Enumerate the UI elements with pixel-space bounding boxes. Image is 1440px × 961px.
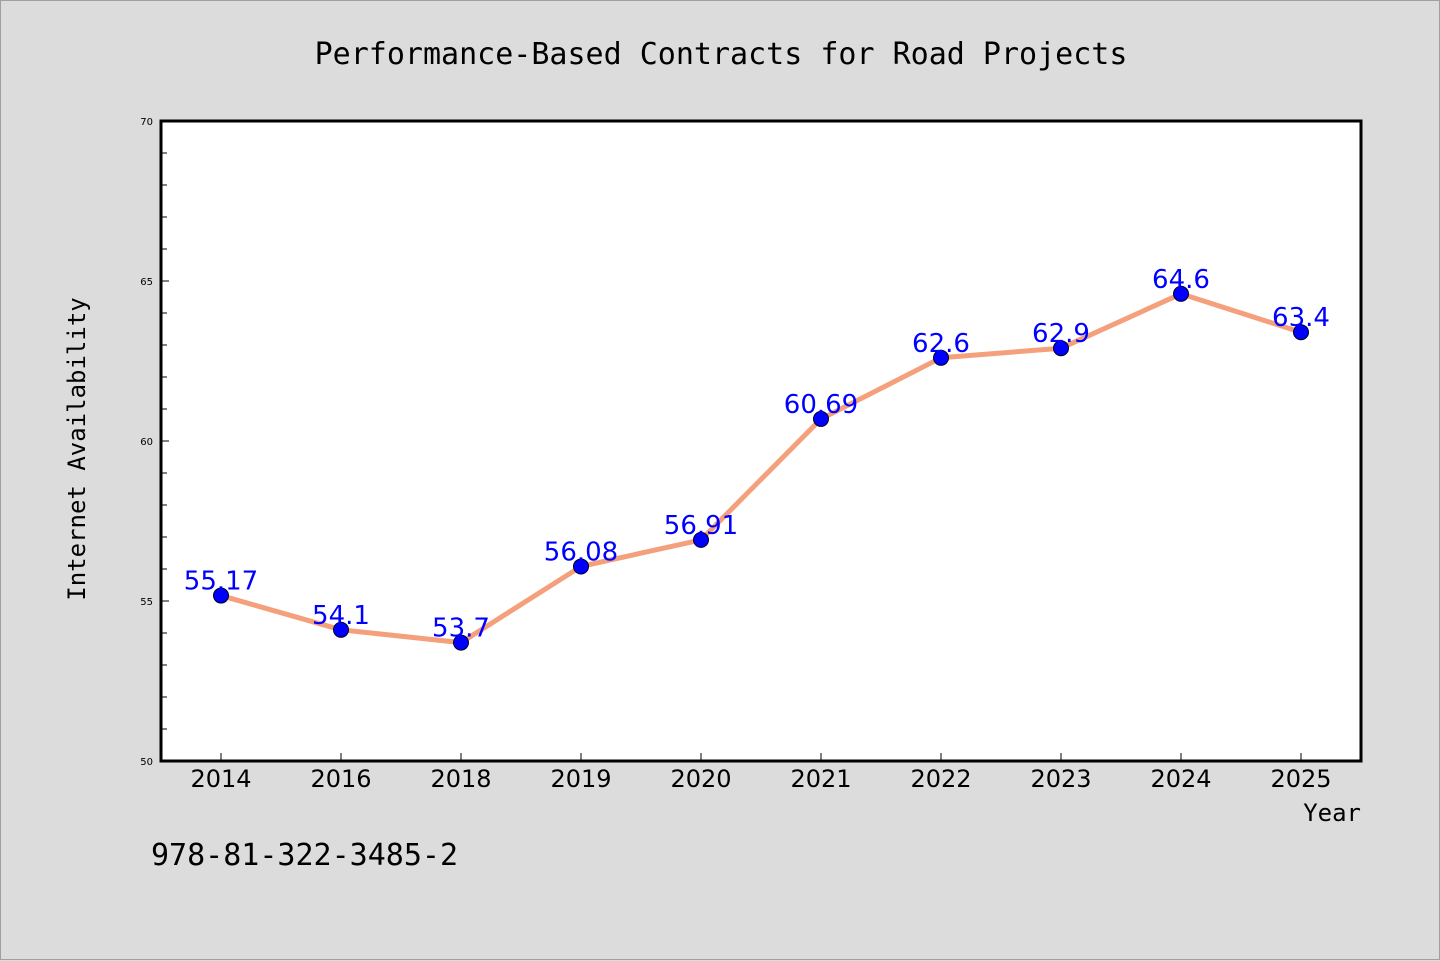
chart-title: Performance-Based Contracts for Road Pro…: [315, 37, 1128, 72]
x-tick-label: 2021: [790, 765, 851, 793]
data-point: [1053, 340, 1069, 357]
x-tick-label: 2025: [1270, 765, 1331, 793]
data-point: [813, 410, 829, 427]
x-tick-label: 2018: [430, 765, 491, 793]
x-tick-label: 2019: [550, 765, 611, 793]
series-line: [218, 291, 1304, 646]
data-label: 60.69: [784, 390, 858, 420]
data-point: [453, 634, 469, 651]
y-tick-label: 65: [140, 277, 153, 288]
data-label: 64.6: [1152, 265, 1210, 295]
x-tick-label: 2023: [1030, 765, 1091, 793]
data-point: [573, 558, 589, 575]
data-point: [1293, 324, 1309, 341]
x-tick-label: 2024: [1150, 765, 1211, 793]
data-labels: 55.17 54.1 53.7 56.08 56.91 60.69 62.6 62.9 64.6…: [184, 265, 1330, 644]
data-point: [333, 621, 349, 638]
x-tick-label: 2014: [190, 765, 251, 793]
y-axis-label: Internet Availability: [63, 297, 91, 600]
data-label: 62.9: [1032, 319, 1090, 349]
series-group: [213, 285, 1309, 651]
x-tick-label: 2016: [310, 765, 371, 793]
x-tick-label: 2022: [910, 765, 971, 793]
y-tick-label: 50: [140, 757, 153, 768]
data-label: 54.1: [312, 601, 370, 631]
data-point: [693, 531, 709, 548]
data-label: 53.7: [432, 614, 490, 644]
data-label: 63.4: [1272, 303, 1330, 333]
data-point: [1173, 285, 1189, 302]
y-axis: 50 55 60 65 70: [140, 117, 169, 768]
plot-area: [159, 119, 1363, 763]
data-label: 62.6: [912, 329, 970, 359]
x-tick-label: 2020: [670, 765, 731, 793]
data-label: 56.91: [664, 511, 738, 541]
y-tick-label: 70: [140, 117, 153, 128]
y-tick-label: 55: [140, 597, 153, 608]
data-label: 56.08: [544, 537, 618, 567]
data-point: [213, 587, 229, 604]
x-axis-label: Year: [1303, 799, 1361, 827]
data-point: [933, 349, 949, 366]
x-axis: 2014 2016 2018 2019 2020 2021 2022 2023 2024 2025: [190, 753, 1332, 793]
isbn-footer: 978-81-322-3485-2: [151, 838, 458, 873]
data-label: 55.17: [184, 567, 258, 597]
y-tick-label: 60: [140, 437, 153, 448]
